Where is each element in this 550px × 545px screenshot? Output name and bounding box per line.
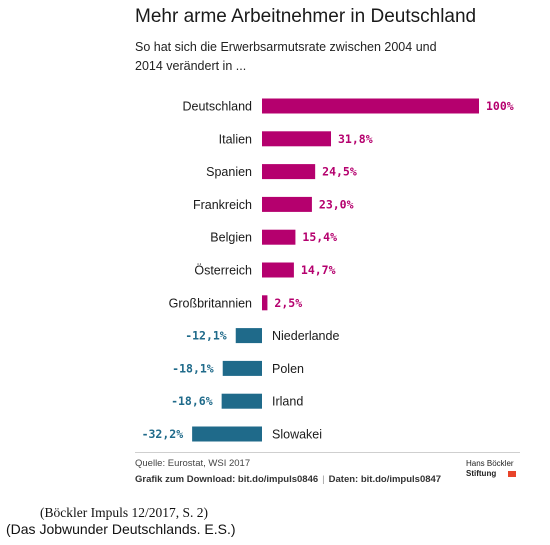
- category-label-niederlande: Niederlande: [272, 329, 339, 343]
- value-label-grossbritannien: 2,5%: [274, 296, 302, 310]
- bar-frankreich: [262, 196, 312, 212]
- bar-italien: [262, 131, 332, 147]
- value-label-polen: -18,1%: [172, 361, 214, 375]
- value-label-deutschland: 100%: [486, 99, 514, 113]
- chart-subtitle: So hat sich die Erwerbsarmutsrate zwisch…: [135, 40, 437, 73]
- bar-spanien: [262, 164, 316, 180]
- bar-deutschland: [262, 98, 479, 114]
- category-label-frankreich: Frankreich: [193, 198, 252, 212]
- category-label-spanien: Spanien: [206, 165, 252, 179]
- citation-note: (Böckler Impuls 12/2017, S. 2): [40, 505, 208, 520]
- category-label-slowakei: Slowakei: [272, 428, 322, 442]
- download-link[interactable]: Grafik zum Download: bit.do/impuls0846: [135, 474, 319, 485]
- comment-note: (Das Jobwunder Deutschlands. E.S.): [6, 521, 236, 537]
- value-label-osterreich: 14,7%: [301, 263, 336, 277]
- logo-accent: [508, 471, 516, 477]
- bar-chart: Deutschland 100% Italien 31,8% Spanien 24,5% F…: [142, 98, 514, 442]
- footer-divider: [135, 452, 520, 453]
- logo-line1: Hans Böckler: [466, 459, 514, 468]
- value-label-niederlande: -12,1%: [185, 329, 227, 343]
- category-label-grossbritannien: Großbritannien: [169, 296, 252, 310]
- bar-grossbritannien: [262, 295, 268, 311]
- hans-boeckler-stiftung-logo: Hans Böckler Stiftung: [466, 459, 516, 479]
- category-label-irland: Irland: [272, 395, 303, 409]
- logo-line2: Stiftung: [466, 469, 497, 478]
- bar-osterreich: [262, 262, 294, 278]
- category-label-polen: Polen: [272, 362, 304, 376]
- bar-polen: [222, 360, 262, 376]
- category-label-belgien: Belgien: [210, 231, 252, 245]
- category-label-deutschland: Deutschland: [183, 100, 253, 114]
- bar-irland: [221, 393, 262, 409]
- bar-slowakei: [192, 426, 262, 442]
- bar-belgien: [262, 229, 296, 245]
- data-link[interactable]: Daten: bit.do/impuls0847: [328, 474, 442, 485]
- footer-separator: |: [322, 474, 325, 485]
- value-label-slowakei: -32,2%: [142, 427, 184, 441]
- category-label-osterreich: Österreich: [194, 264, 252, 278]
- value-label-spanien: 24,5%: [322, 165, 357, 179]
- chart-title: Mehr arme Arbeitnehmer in Deutschland: [135, 6, 477, 27]
- value-label-italien: 31,8%: [338, 132, 373, 146]
- bar-niederlande: [235, 328, 262, 344]
- category-label-italien: Italien: [219, 132, 252, 146]
- source-note: Quelle: Eurostat, WSI 2017: [135, 458, 251, 469]
- value-label-belgien: 15,4%: [302, 230, 337, 244]
- download-line: Grafik zum Download: bit.do/impuls0846 | D…: [135, 474, 441, 485]
- value-label-frankreich: 23,0%: [319, 197, 354, 211]
- value-label-irland: -18,6%: [171, 394, 213, 408]
